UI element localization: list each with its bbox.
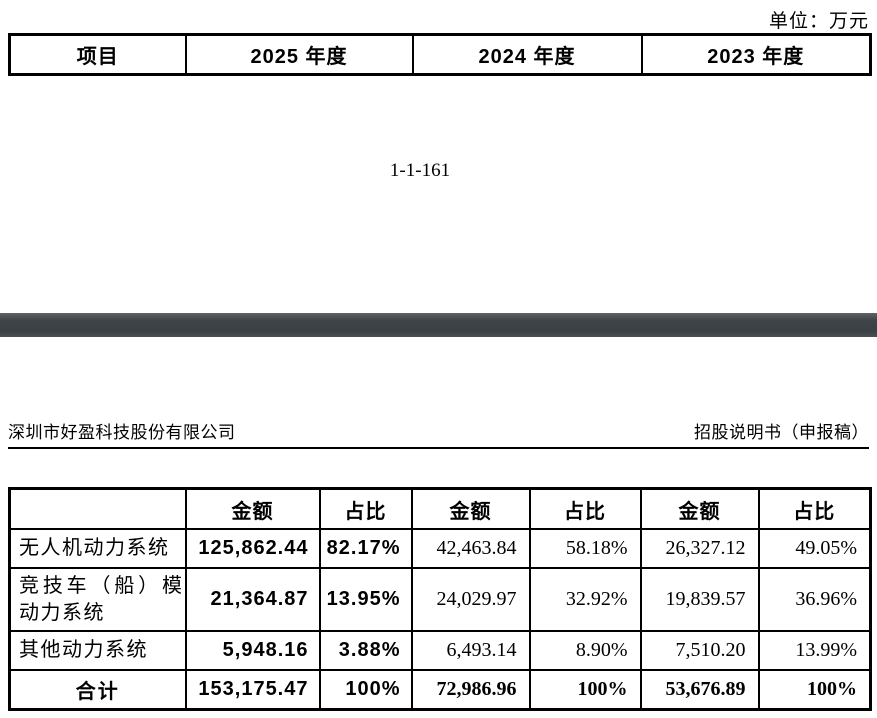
ratio-cell: 13.95% — [318, 567, 413, 632]
amount-cell: 72,986.96 — [410, 669, 531, 711]
amount-cell: 6,493.14 — [410, 630, 531, 671]
ratio-cell: 100% — [318, 669, 413, 711]
table-row-total: 合计 153,175.47 100% 72,986.96 100% 53,676… — [8, 669, 872, 711]
ratio-cell: 36.96% — [757, 567, 872, 632]
document-running-header: 深圳市好盈科技股份有限公司 招股说明书（申报稿） — [8, 418, 869, 449]
amount-cell: 125,862.44 — [184, 528, 321, 569]
ratio-header-2025: 占比 — [318, 487, 413, 530]
table-row-rc-model: 竞技车（船）模 动力系统 21,364.87 13.95% 24,029.97 … — [8, 567, 872, 632]
table-row-uav: 无人机动力系统 125,862.44 82.17% 42,463.84 58.1… — [8, 528, 872, 569]
table-header-row: 项目 2025 年度 2024 年度 2023 年度 — [8, 33, 872, 76]
category-line-2: 动力系统 — [19, 601, 105, 624]
amount-cell: 24,029.97 — [410, 567, 531, 632]
ratio-header-2024: 占比 — [528, 487, 642, 530]
page-number: 1-1-161 — [389, 160, 451, 181]
page-separator-bar — [0, 313, 877, 337]
amount-cell: 53,676.89 — [639, 669, 760, 711]
ratio-cell: 100% — [528, 669, 642, 711]
ratio-cell: 3.88% — [318, 630, 413, 671]
table-row-other: 其他动力系统 5,948.16 3.88% 6,493.14 8.90% 7,5… — [8, 630, 872, 671]
column-header-year-2024: 2024 年度 — [411, 33, 643, 76]
amount-cell: 153,175.47 — [184, 669, 321, 711]
ratio-cell: 82.17% — [318, 528, 413, 569]
total-label-cell: 合计 — [8, 669, 187, 711]
unit-label: 单位：万元 — [768, 11, 869, 32]
document-title: 招股说明书（申报稿） — [694, 423, 869, 442]
amount-header-2023: 金额 — [639, 487, 760, 530]
revenue-breakdown-table: 金额 占比 金额 占比 金额 占比 无人机动力系统 125,862.44 82.… — [8, 487, 872, 711]
amount-header-2024: 金额 — [410, 487, 531, 530]
ratio-cell: 49.05% — [757, 528, 872, 569]
ratio-cell: 32.92% — [528, 567, 642, 632]
table-subheader-row: 金额 占比 金额 占比 金额 占比 — [8, 487, 872, 530]
amount-cell: 42,463.84 — [410, 528, 531, 569]
amount-cell: 5,948.16 — [184, 630, 321, 671]
category-cell: 竞技车（船）模 动力系统 — [8, 567, 187, 632]
continued-table-header: 项目 2025 年度 2024 年度 2023 年度 — [8, 33, 872, 76]
ratio-cell: 58.18% — [528, 528, 642, 569]
company-name: 深圳市好盈科技股份有限公司 — [8, 423, 236, 442]
column-header-year-2023: 2023 年度 — [640, 33, 872, 76]
ratio-cell: 8.90% — [528, 630, 642, 671]
category-cell: 无人机动力系统 — [8, 528, 187, 569]
column-header-item: 项目 — [8, 33, 187, 76]
ratio-cell: 13.99% — [757, 630, 872, 671]
amount-cell: 26,327.12 — [639, 528, 760, 569]
empty-header-cell — [8, 487, 187, 530]
amount-cell: 21,364.87 — [184, 567, 321, 632]
ratio-header-2023: 占比 — [757, 487, 872, 530]
category-line-1: 竞技车（船）模 — [19, 574, 184, 597]
amount-cell: 19,839.57 — [639, 567, 760, 632]
column-header-year-2025: 2025 年度 — [184, 33, 414, 76]
category-cell: 其他动力系统 — [8, 630, 187, 671]
amount-cell: 7,510.20 — [639, 630, 760, 671]
ratio-cell: 100% — [757, 669, 872, 711]
amount-header-2025: 金额 — [184, 487, 321, 530]
